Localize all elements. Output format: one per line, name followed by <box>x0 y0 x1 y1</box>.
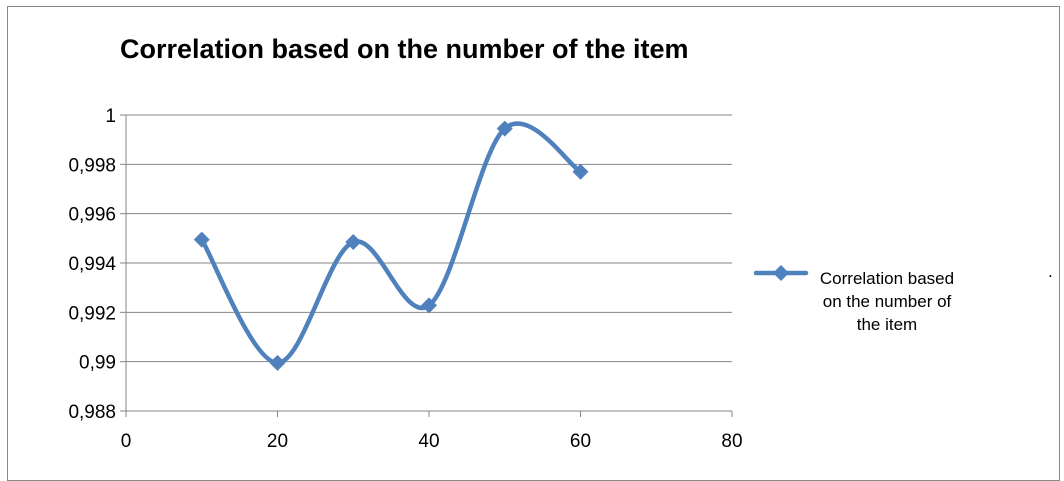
x-tick-labels: 0 20 40 60 80 <box>121 411 743 452</box>
legend-marker <box>773 265 789 281</box>
x-tick-label: 80 <box>721 431 742 452</box>
y-tick-label: 0,996 <box>68 205 116 226</box>
y-tick-label: 1 <box>105 106 116 127</box>
legend-swatch <box>753 265 809 281</box>
data-point-marker <box>496 120 513 137</box>
data-point-marker <box>572 163 589 180</box>
chart-frame <box>7 6 1060 481</box>
legend-dot: . <box>1048 262 1053 281</box>
x-tick-label: 0 <box>121 431 132 452</box>
y-tick-labels: 0,988 0,99 0,992 0,994 0,996 0,998 1 <box>68 106 116 423</box>
data-point-marker <box>421 297 437 314</box>
legend: Correlation based on the number of the i… <box>752 262 1052 362</box>
gridlines <box>120 114 732 412</box>
y-tick-label: 0,99 <box>79 353 116 374</box>
x-tick-label: 20 <box>267 431 288 452</box>
y-tick-label: 0,988 <box>68 402 116 423</box>
chart-title: Correlation based on the number of the i… <box>120 34 689 64</box>
data-point-marker <box>269 354 286 371</box>
x-tick-label: 40 <box>418 431 439 452</box>
x-tick-label: 60 <box>570 431 591 452</box>
y-tick-label: 0,994 <box>68 254 116 275</box>
series-line <box>199 121 583 366</box>
y-tick-label: 0,992 <box>68 303 116 324</box>
data-point-marker <box>345 234 362 251</box>
series-markers <box>193 120 589 371</box>
legend-label: Correlation based on the number of the i… <box>819 269 955 334</box>
data-point-marker <box>193 231 210 248</box>
y-tick-label: 0,998 <box>68 155 116 176</box>
